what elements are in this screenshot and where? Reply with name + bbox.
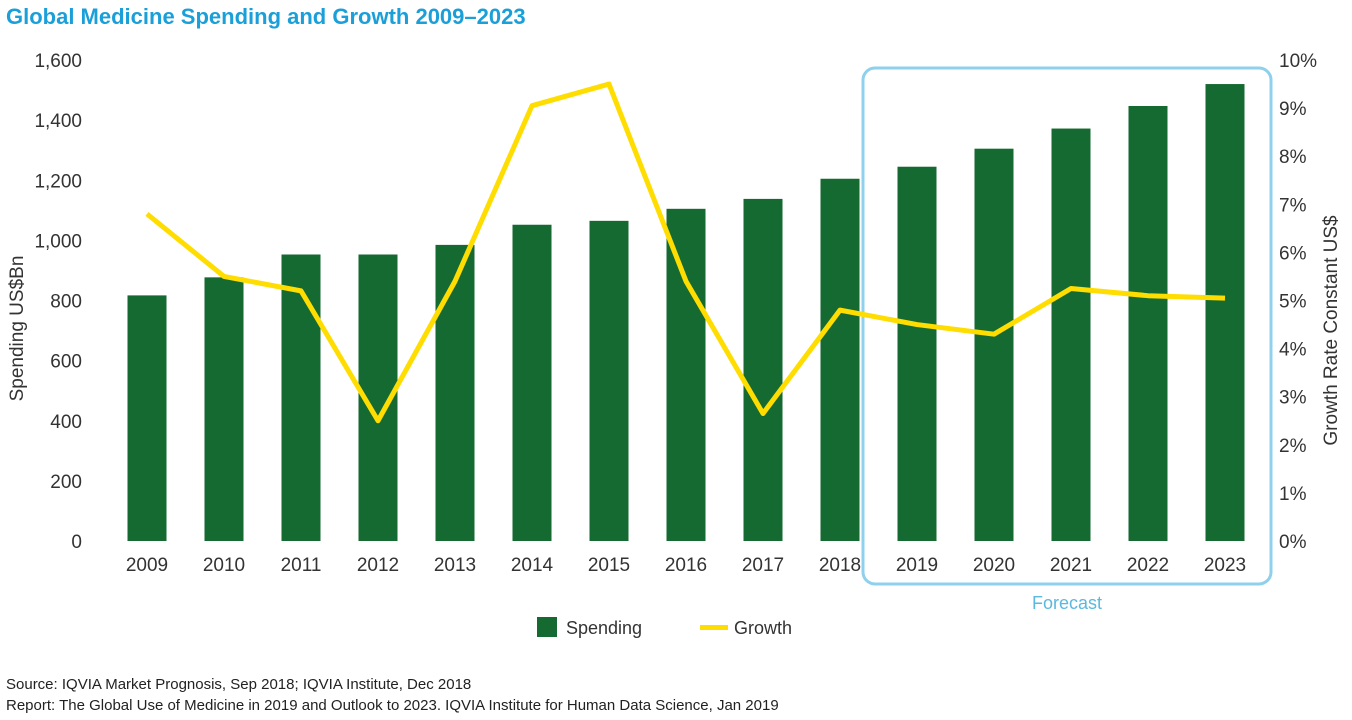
x-tick-label: 2019 (896, 555, 938, 576)
spending-bars (127, 84, 1245, 542)
bar-2017 (743, 198, 783, 542)
bar-2011 (281, 254, 321, 541)
y2-tick-label: 9% (1279, 99, 1307, 120)
x-tick-label: 2009 (126, 555, 168, 576)
y-axis-title: Spending US$Bn (7, 256, 28, 402)
bar-2013 (435, 244, 475, 541)
y-tick-label: 1,000 (34, 231, 82, 252)
chart-title: Global Medicine Spending and Growth 2009… (6, 4, 526, 29)
forecast-box (861, 66, 1273, 586)
x-tick-label: 2022 (1127, 555, 1169, 576)
bar-2015 (589, 220, 629, 541)
bar-2021 (1051, 128, 1091, 542)
bar-2020 (974, 148, 1014, 541)
bar-2009 (127, 295, 167, 541)
y2-tick-label: 8% (1279, 147, 1307, 168)
x-tick-label: 2011 (281, 555, 322, 576)
source-note: Source: IQVIA Market Prognosis, Sep 2018… (6, 674, 779, 716)
x-tick-label: 2015 (588, 555, 630, 576)
y-tick-label: 400 (50, 412, 82, 433)
y2-tick-label: 4% (1279, 340, 1307, 361)
x-tick-label: 2012 (357, 555, 399, 576)
legend-label-spending: Spending (566, 618, 642, 638)
bar-2022 (1128, 105, 1168, 541)
y2-axis-title: Growth Rate Constant US$ (1321, 215, 1342, 446)
y2-tick-label: 3% (1279, 388, 1307, 409)
y-tick-label: 600 (50, 352, 82, 373)
y-tick-label: 1,200 (34, 171, 82, 192)
y2-tick-label: 2% (1279, 436, 1307, 457)
bar-2019 (897, 166, 937, 542)
y-tick-label: 800 (50, 292, 82, 313)
x-tick-label: 2021 (1050, 555, 1092, 576)
legend: Spending Growth (537, 617, 792, 638)
bar-2016 (666, 208, 706, 541)
x-axis-ticks: 2009 2010 2011 2012 2013 2014 2015 2016 2017 2018… (126, 555, 1246, 576)
y2-tick-label: 10% (1279, 51, 1317, 72)
x-tick-label: 2023 (1204, 555, 1246, 576)
y-axis-ticks: 0 200 400 600 800 1,000 1,200 1,400 1,600 (34, 51, 82, 553)
legend-label-growth: Growth (734, 618, 792, 638)
x-tick-label: 2016 (665, 555, 707, 576)
x-tick-label: 2017 (742, 555, 784, 576)
y-tick-label: 0 (71, 532, 82, 553)
bar-2014 (512, 224, 552, 541)
x-tick-label: 2018 (819, 555, 861, 576)
y-tick-label: 200 (50, 472, 82, 493)
bar-2018 (820, 178, 860, 541)
x-tick-label: 2014 (511, 555, 554, 576)
y-tick-label: 1,400 (34, 111, 82, 132)
y2-tick-label: 5% (1279, 292, 1307, 313)
y-tick-label: 1,600 (34, 51, 82, 72)
legend-swatch-spending (537, 617, 557, 637)
bar-2010 (204, 277, 244, 541)
report-line: Report: The Global Use of Medicine in 20… (6, 697, 779, 714)
y2-axis-ticks: 0% 1% 2% 3% 4% 5% 6% 7% 8% 9% 10% (1279, 51, 1317, 553)
growth-line (145, 81, 1226, 424)
legend-swatch-growth (700, 625, 728, 630)
y2-tick-label: 1% (1279, 484, 1307, 505)
y2-tick-label: 6% (1279, 243, 1307, 264)
x-tick-label: 2010 (203, 555, 245, 576)
x-tick-label: 2013 (434, 555, 476, 576)
forecast-label: Forecast (1032, 593, 1102, 613)
x-tick-label: 2020 (973, 555, 1015, 576)
y2-tick-label: 0% (1279, 532, 1307, 553)
y2-tick-label: 7% (1279, 195, 1307, 216)
bar-2023 (1205, 84, 1245, 542)
source-line: Source: IQVIA Market Prognosis, Sep 2018… (6, 676, 472, 693)
